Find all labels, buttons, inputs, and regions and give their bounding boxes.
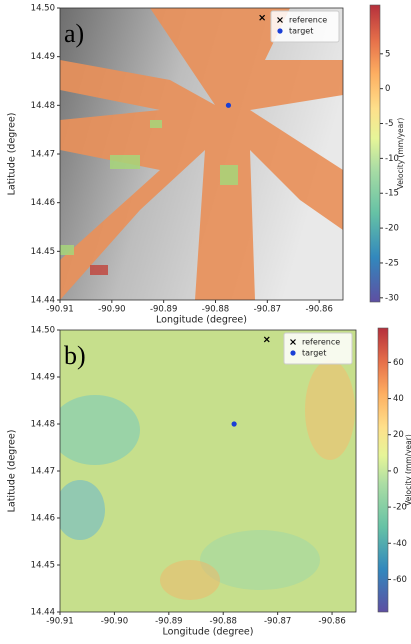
legend-marker	[290, 350, 295, 355]
panel-label: a)	[64, 19, 84, 48]
colorbar-tick-label: 40	[393, 394, 404, 404]
x-tick-label: -90.87	[254, 305, 281, 315]
x-axis-label: Longitude (degree)	[156, 315, 247, 326]
colorbar-tick-label: -40	[393, 539, 407, 549]
colorbar-tick-label: -60	[393, 575, 407, 585]
x-tick-label: -90.90	[101, 617, 128, 627]
x-axis-label: Longitude (degree)	[163, 627, 254, 638]
colorbar-tick-label: 60	[393, 358, 404, 368]
legend-marker	[277, 28, 282, 33]
y-tick-label: 14.49	[31, 373, 55, 383]
y-tick-label: 14.47	[31, 467, 55, 477]
legend-label: target	[289, 27, 313, 36]
colorbar-label: Velocity (mm/year)	[404, 434, 411, 506]
colorbar-tick-label: -20	[385, 224, 399, 234]
legend-label: target	[302, 349, 326, 358]
x-tick-label: -90.89	[150, 305, 177, 315]
y-tick-label: 14.44	[31, 608, 55, 618]
colorbar-tick-label: 0	[385, 84, 390, 94]
x-tick-label: -90.91	[46, 305, 73, 315]
y-tick-label: 14.46	[31, 514, 55, 524]
colorbar-label: Velocity (mm/year)	[396, 118, 405, 190]
raster-b	[50, 330, 356, 612]
y-tick-label: 14.44	[31, 296, 55, 306]
colorbar-tick-label: 0	[393, 466, 398, 476]
target-point	[226, 103, 231, 108]
colorbar-tick-label: -5	[385, 119, 393, 129]
target-point	[232, 421, 237, 426]
y-tick-label: 14.45	[31, 247, 55, 257]
colorbar	[378, 328, 388, 612]
y-tick-label: 14.46	[31, 198, 55, 208]
x-tick-label: -90.87	[264, 617, 291, 627]
y-tick-label: 14.50	[31, 4, 55, 14]
x-tick-label: -90.88	[202, 305, 229, 315]
y-tick-label: 14.48	[31, 101, 55, 111]
colorbar-tick-label: 20	[393, 430, 404, 440]
panel-label: b)	[64, 341, 86, 370]
x-tick-label: -90.86	[318, 617, 345, 627]
colorbar-tick-label: 5	[385, 49, 390, 59]
x-tick-label: -90.88	[210, 617, 237, 627]
x-tick-label: -90.91	[46, 617, 73, 627]
figure: -90.91 -90.90 -90.89 -90.88 -90.87 -90.86 14.4…	[0, 0, 411, 640]
y-tick-label: 14.45	[31, 561, 55, 571]
y-tick-label: 14.49	[31, 52, 55, 62]
x-tick-label: -90.89	[155, 617, 182, 627]
legend-label: reference	[302, 338, 340, 347]
y-axis-label: Latitude (degree)	[7, 113, 18, 196]
x-tick-label: -90.86	[305, 305, 332, 315]
legend-label: reference	[289, 16, 327, 25]
colorbar-tick-label: -30	[385, 293, 399, 303]
raster-a	[60, 8, 343, 300]
y-tick-label: 14.50	[31, 326, 55, 336]
y-tick-label: 14.47	[31, 150, 55, 160]
x-tick-label: -90.90	[98, 305, 125, 315]
colorbar-tick-label: -25	[385, 258, 399, 268]
y-tick-label: 14.48	[31, 420, 55, 430]
y-axis-label: Latitude (degree)	[7, 430, 18, 513]
colorbar	[370, 5, 380, 302]
